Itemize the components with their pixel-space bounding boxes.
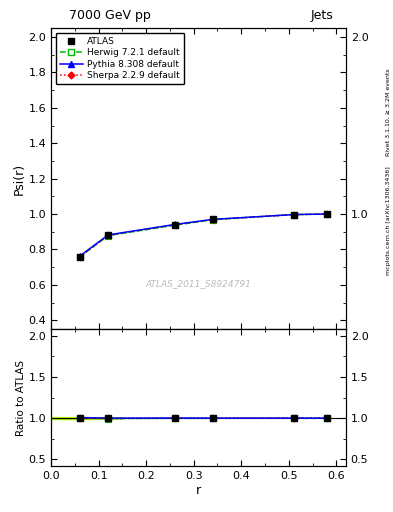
Text: 7000 GeV pp: 7000 GeV pp bbox=[69, 9, 151, 22]
X-axis label: r: r bbox=[196, 483, 201, 497]
Text: Rivet 3.1.10, ≥ 3.2M events: Rivet 3.1.10, ≥ 3.2M events bbox=[386, 69, 391, 157]
Text: mcplots.cern.ch [arXiv:1306.3436]: mcplots.cern.ch [arXiv:1306.3436] bbox=[386, 166, 391, 274]
Y-axis label: Psi(r): Psi(r) bbox=[13, 163, 26, 195]
Text: ATLAS_2011_S8924791: ATLAS_2011_S8924791 bbox=[145, 280, 252, 288]
Y-axis label: Ratio to ATLAS: Ratio to ATLAS bbox=[16, 359, 26, 436]
Text: Jets: Jets bbox=[311, 9, 334, 22]
Legend: ATLAS, Herwig 7.2.1 default, Pythia 8.308 default, Sherpa 2.2.9 default: ATLAS, Herwig 7.2.1 default, Pythia 8.30… bbox=[55, 33, 184, 84]
